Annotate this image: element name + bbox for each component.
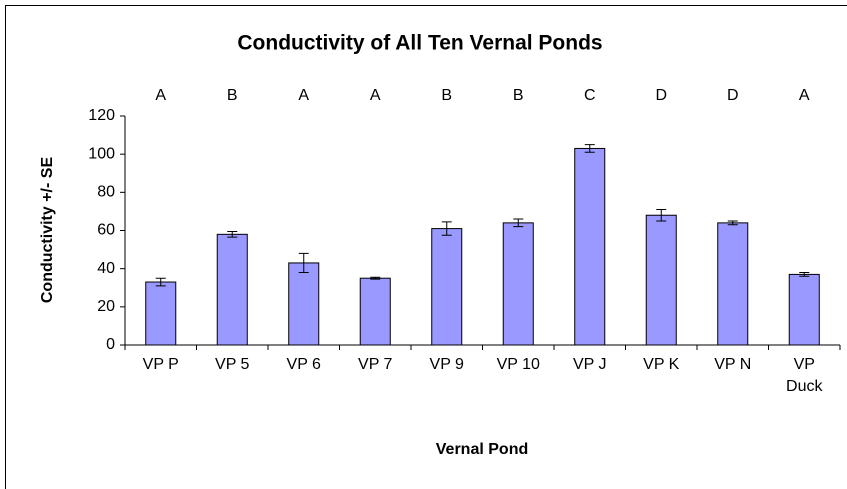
y-tick-label: 0 [106,336,115,353]
bar [359,277,391,346]
x-tick-label: VP 5 [215,356,250,373]
annotation: A [155,87,166,104]
error-bar [799,271,810,277]
x-tick-label: VP P [142,356,179,373]
y-tick-label: 80 [97,184,115,201]
y-tick-label: 100 [88,145,115,162]
error-bar [155,277,166,287]
y-tick-label: 60 [97,222,115,239]
bar [645,214,677,346]
error-bar [513,218,524,228]
bar [788,273,820,346]
annotation: D [655,87,667,104]
error-bar [370,276,381,280]
error-bar [227,230,238,238]
bar [288,262,320,346]
bar [431,228,463,346]
error-bar [441,221,452,236]
error-bar [656,209,667,222]
error-bar [584,144,595,153]
bar [574,147,606,346]
x-tick-label: VP 7 [358,356,393,373]
x-tick-label: VP 10 [496,356,540,373]
annotation: A [370,87,381,104]
bar [216,233,248,346]
annotation: A [298,87,309,104]
annotation: C [584,87,596,104]
annotation: B [227,87,238,104]
bar [502,222,534,346]
error-bar [298,252,309,273]
y-tick-label: 120 [88,107,115,124]
annotation: A [799,87,810,104]
annotation: B [513,87,524,104]
chart-frame [5,5,847,489]
x-tick-label: VP 6 [286,356,321,373]
chart-title: Conductivity of All Ten Vernal Ponds [237,32,602,55]
x-axis-label: Vernal Pond [436,441,528,458]
y-axis-label: Conductivity +/- SE [39,157,56,304]
annotation: B [441,87,452,104]
y-tick-label: 20 [97,298,115,315]
x-tick-label: VP N [714,356,752,373]
bar [145,281,177,346]
x-tick-label: VP 9 [429,356,464,373]
error-bar [727,220,738,226]
y-tick-label: 40 [97,260,115,277]
x-tick-label: VP K [643,356,680,373]
x-tick-label: VP Duck [786,356,823,395]
bar [717,222,749,346]
x-tick-label: VP J [573,356,607,373]
annotation: D [727,87,739,104]
